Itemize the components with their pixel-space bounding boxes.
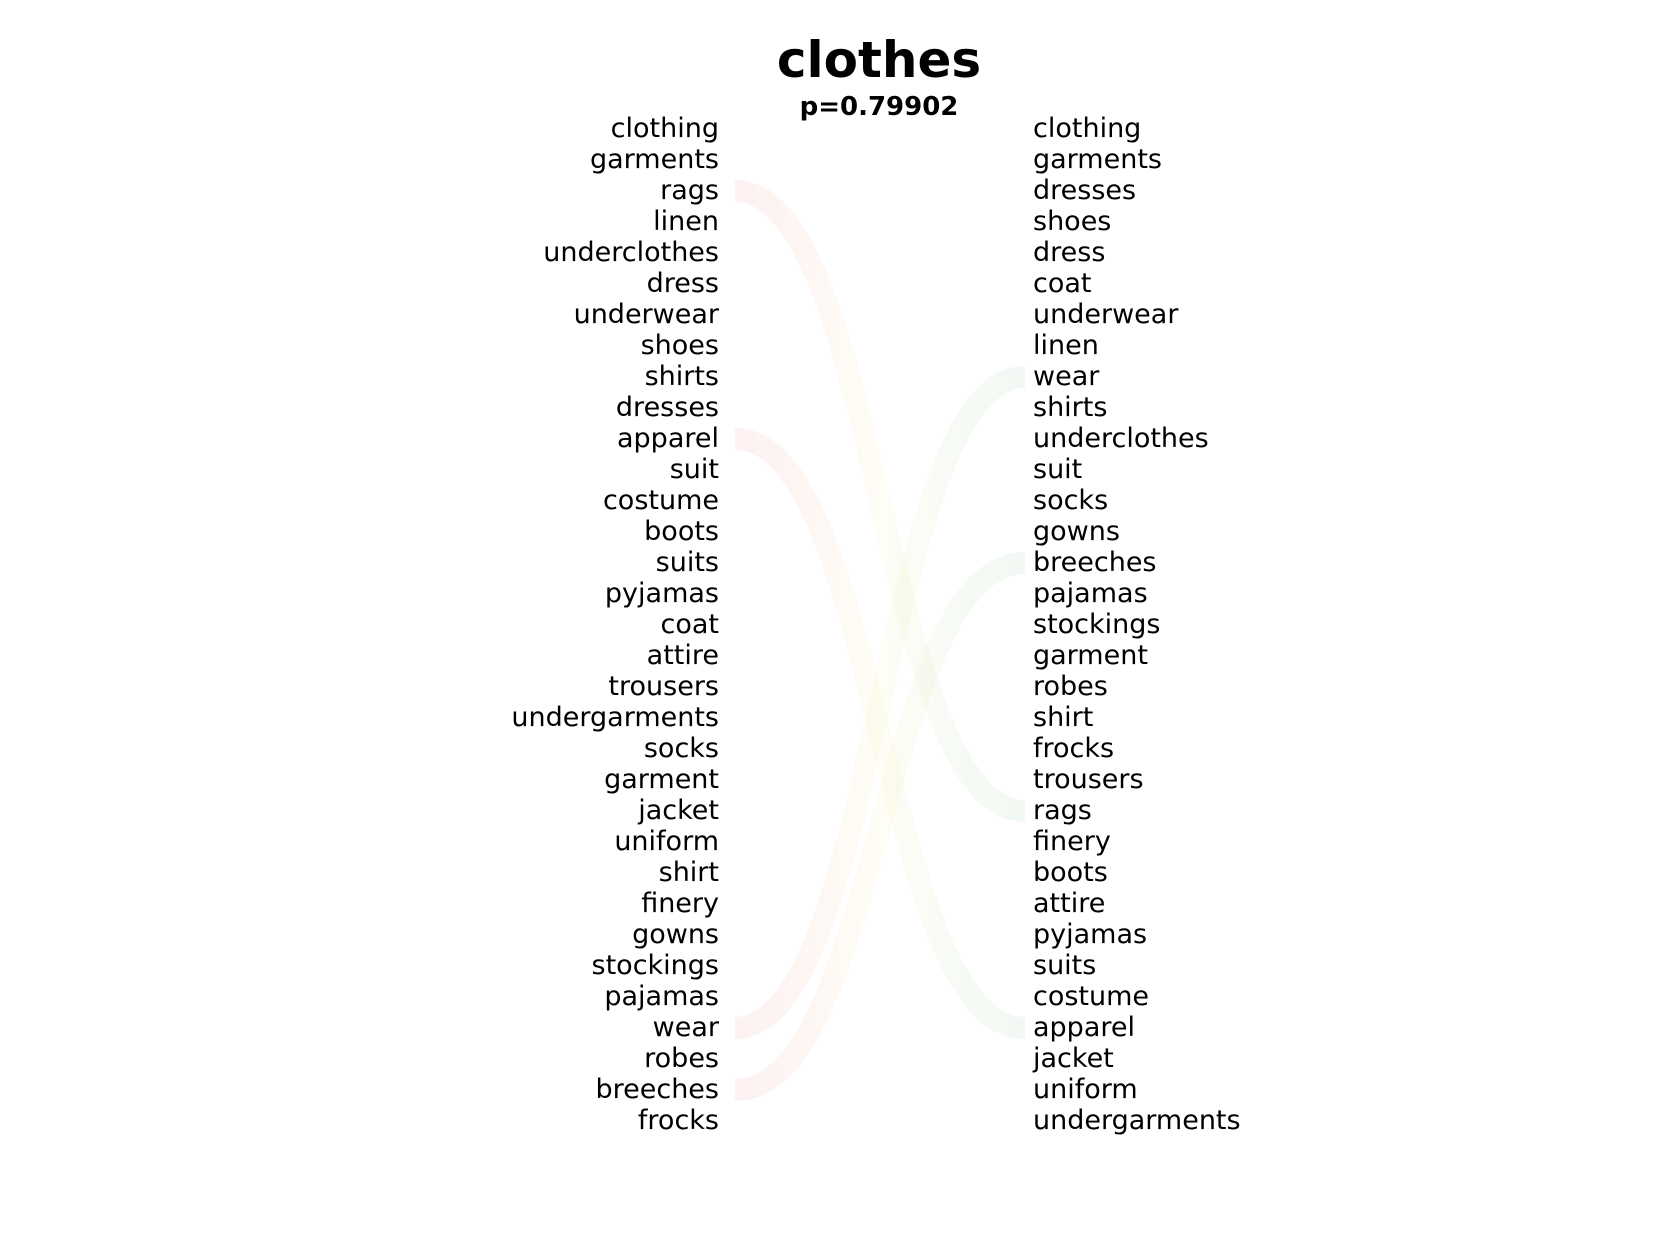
left-word: dresses (615, 392, 719, 423)
right-word: jacket (1033, 1043, 1114, 1074)
right-word: dresses (1033, 175, 1137, 206)
left-word: attire (646, 640, 719, 671)
right-word: undergarments (1033, 1105, 1241, 1136)
right-word: costume (1033, 981, 1150, 1012)
right-word: gowns (1033, 516, 1120, 547)
left-word: stockings (591, 950, 719, 981)
left-word: jacket (638, 795, 719, 826)
right-word: shoes (1033, 206, 1112, 237)
left-word: linen (653, 206, 719, 237)
left-word: socks (643, 733, 719, 764)
right-word: uniform (1033, 1074, 1138, 1105)
right-word: frocks (1033, 733, 1115, 764)
left-word: finery (641, 888, 719, 919)
left-word: frocks (637, 1105, 719, 1136)
right-word: socks (1033, 485, 1109, 516)
rank-link-wear (733, 366, 1027, 1039)
left-word: underclothes (543, 237, 719, 268)
right-word: attire (1033, 888, 1106, 919)
right-word: suits (1033, 950, 1097, 981)
right-word: apparel (1033, 1012, 1135, 1043)
left-word: coat (660, 609, 720, 640)
left-word: shirts (644, 361, 719, 392)
right-word: suit (1033, 454, 1083, 485)
left-word: gowns (632, 919, 719, 950)
left-word: dress (646, 268, 719, 299)
left-word: wear (652, 1012, 719, 1043)
right-word: shirts (1033, 392, 1108, 423)
right-word: dress (1033, 237, 1106, 268)
right-word: pyjamas (1033, 919, 1148, 950)
left-word: garment (604, 764, 719, 795)
left-word: breeches (595, 1074, 719, 1105)
right-word: trousers (1033, 764, 1144, 795)
right-word: boots (1033, 857, 1108, 888)
left-word: boots (644, 516, 719, 547)
p-value-subtitle: p=0.79902 (799, 92, 959, 122)
rank-link-rags (733, 180, 1027, 822)
right-word: shirt (1033, 702, 1094, 733)
left-word: underwear (573, 299, 719, 330)
right-word: stockings (1033, 609, 1161, 640)
right-word: garment (1033, 640, 1148, 671)
left-word: shirt (658, 857, 719, 888)
left-word: pyjamas (604, 578, 719, 609)
right-word: breeches (1033, 547, 1157, 578)
right-word: linen (1033, 330, 1099, 361)
left-word: clothing (610, 113, 719, 144)
right-word: robes (1033, 671, 1108, 702)
right-word: underclothes (1033, 423, 1209, 454)
left-word: garments (590, 144, 719, 175)
right-word: wear (1033, 361, 1100, 392)
left-word: suit (669, 454, 719, 485)
right-word: clothing (1033, 113, 1142, 144)
right-word: garments (1033, 144, 1162, 175)
left-word: rags (660, 175, 719, 206)
right-word: coat (1033, 268, 1092, 299)
left-word: pajamas (604, 981, 719, 1012)
rank-link-breeches (734, 552, 1026, 1101)
left-word: robes (644, 1043, 719, 1074)
right-word: rags (1033, 795, 1092, 826)
left-word: apparel (617, 423, 719, 454)
chart-title: clothes (776, 31, 982, 89)
left-word: suits (655, 547, 719, 578)
left-word: undergarments (511, 702, 719, 733)
right-word: underwear (1033, 299, 1179, 330)
left-word: uniform (614, 826, 719, 857)
right-word: pajamas (1033, 578, 1148, 609)
right-word: finery (1033, 826, 1111, 857)
left-word: costume (602, 485, 719, 516)
left-word: trousers (608, 671, 719, 702)
left-word: shoes (640, 330, 719, 361)
